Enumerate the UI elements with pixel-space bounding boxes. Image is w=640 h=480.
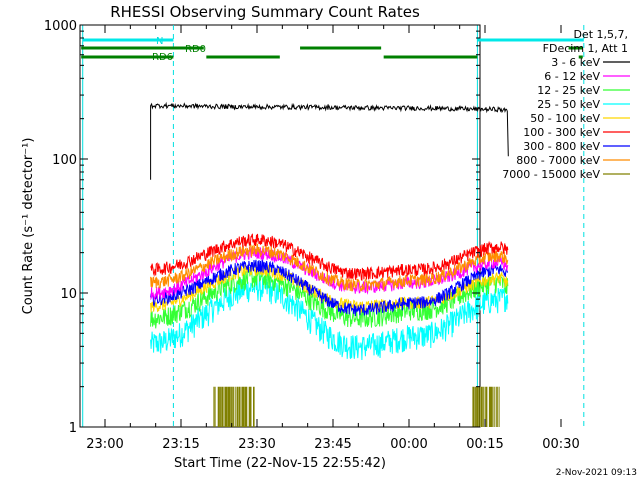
series-line-300-800kev	[150, 259, 509, 317]
x-tick-label: 23:00	[86, 437, 123, 452]
legend-header: Det 1,5,7,	[573, 28, 628, 41]
series-line-6-12kev	[150, 246, 509, 301]
legend-entry-label: 50 - 100 keV	[530, 112, 600, 125]
flag-bars: N RD0 RD6	[81, 36, 584, 63]
series-line-100-300kev	[150, 233, 509, 281]
y-tick-label: 1	[69, 421, 77, 436]
series-line-25-50kev	[150, 274, 509, 361]
legend-entry-label: 25 - 50 keV	[537, 98, 600, 111]
legend-entry-label: 800 - 7000 keV	[516, 154, 600, 167]
series-line-800-7000kev	[150, 242, 509, 292]
series-group	[150, 101, 509, 427]
chart-title: RHESSI Observing Summary Count Rates	[110, 3, 420, 21]
x-tick-label: 23:30	[238, 437, 275, 452]
x-tick-label: 00:00	[390, 437, 427, 452]
y-axis-label: Count Rate (s⁻¹ detector⁻¹)	[21, 138, 36, 315]
series-line-7000-15000-kev	[213, 386, 500, 427]
timestamp: 2-Nov-2021 09:13	[556, 468, 637, 478]
y-axis: 1 10 100 1000	[44, 19, 480, 436]
legend-entry-label: 100 - 300 keV	[523, 126, 600, 139]
y-tick-label: 100	[52, 153, 77, 168]
legend-entry-label: 6 - 12 keV	[544, 70, 600, 83]
y-tick-label: 1000	[44, 19, 77, 34]
legend-header: FDecim 1, Att 1	[543, 42, 628, 55]
x-tick-label: 23:45	[314, 437, 351, 452]
y-tick-label: 10	[60, 287, 77, 302]
x-tick-label: 23:15	[162, 437, 199, 452]
legend-entry-label: 3 - 6 keV	[551, 56, 600, 69]
x-tick-label: 00:15	[466, 437, 503, 452]
plot-area	[79, 24, 481, 428]
legend-entry-label: 300 - 800 keV	[523, 140, 600, 153]
series-line-3-6-kev	[150, 101, 509, 180]
x-tick-label: 00:30	[542, 437, 579, 452]
legend-entry-label: 7000 - 15000 keV	[502, 168, 600, 181]
night-overlays	[82, 25, 585, 427]
plot-frame	[79, 24, 481, 428]
x-axis-label: Start Time (22-Nov-15 22:55:42)	[174, 456, 386, 471]
legend-entry-label: 12 - 25 keV	[537, 84, 600, 97]
x-axis: 23:00 23:15 23:30 23:45 00:00 00:15 00:30	[86, 25, 580, 452]
